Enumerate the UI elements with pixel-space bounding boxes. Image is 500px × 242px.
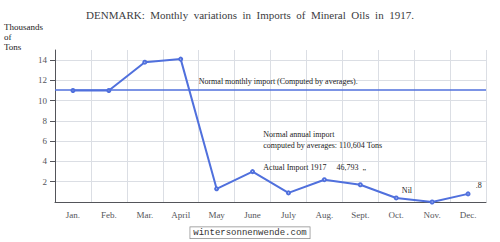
svg-text:4: 4 (43, 156, 48, 166)
svg-text:Jan.: Jan. (66, 210, 80, 220)
svg-text:Normal annual import: Normal annual import (263, 130, 335, 139)
svg-text:July: July (281, 210, 297, 220)
svg-text:Nov.: Nov. (424, 210, 441, 220)
svg-text:Feb.: Feb. (101, 210, 117, 220)
svg-text:2: 2 (43, 177, 48, 187)
svg-text:12: 12 (38, 75, 47, 85)
svg-text:of: of (4, 32, 12, 42)
svg-text:14: 14 (38, 55, 48, 65)
svg-text:Thousands: Thousands (4, 22, 43, 32)
svg-text:6: 6 (43, 136, 48, 146)
svg-text:Sept.: Sept. (351, 210, 369, 220)
svg-text:wintersonnenwende.com: wintersonnenwende.com (193, 228, 306, 238)
svg-text:10: 10 (38, 96, 48, 106)
svg-text:June: June (244, 210, 261, 220)
svg-text:Tons: Tons (4, 42, 22, 52)
svg-text:computed by averages: 110,604: computed by averages: 110,604 Tons (263, 141, 382, 150)
svg-text:Actual Import 1917 46,793: Actual Import 1917 46,793 „ (263, 163, 366, 172)
svg-text:Aug.: Aug. (316, 210, 334, 220)
svg-text:Nil: Nil (402, 186, 413, 195)
svg-text:Dec.: Dec. (460, 210, 477, 220)
svg-text:Mar.: Mar. (136, 210, 153, 220)
svg-text:DENMARK: Monthly variations: DENMARK: Monthly variations in Imports o… (86, 9, 414, 21)
svg-text:Oct.: Oct. (389, 210, 404, 220)
svg-text:Normal monthly import (Compute: Normal monthly import (Computed by avera… (199, 77, 358, 86)
svg-text:8: 8 (43, 116, 48, 126)
svg-text:April: April (171, 210, 190, 220)
svg-text:May: May (208, 210, 225, 220)
svg-text:.8: .8 (476, 181, 482, 190)
